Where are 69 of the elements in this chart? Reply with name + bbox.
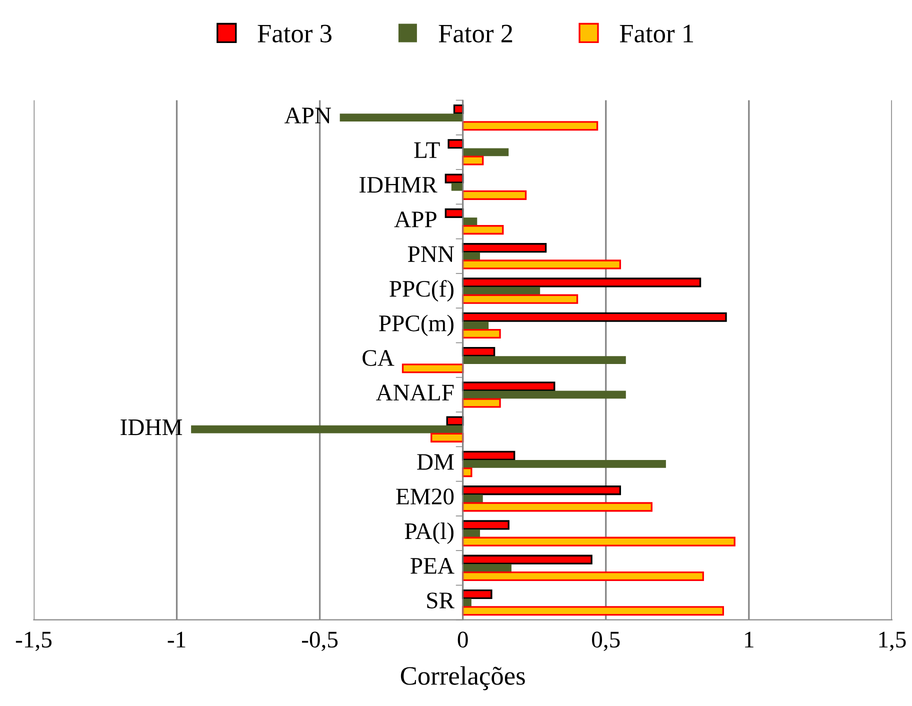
bar [462, 312, 727, 322]
bar [462, 225, 504, 235]
legend-label: Fator 1 [620, 24, 694, 42]
bar [462, 529, 480, 538]
bar [462, 286, 540, 295]
y-tick-label: EM20 [396, 488, 454, 505]
legend-label: Fator 3 [258, 24, 332, 42]
bar [451, 182, 463, 191]
bar [462, 321, 489, 330]
y-tick-label: DM [417, 454, 454, 470]
bar [462, 468, 472, 478]
y-tick-label: IDHM [120, 420, 182, 436]
bar [444, 208, 464, 218]
y-tick-label: APP [394, 212, 436, 228]
bar [462, 536, 736, 546]
y-tick-label: SR [427, 592, 454, 608]
legend-label: Fator 2 [438, 24, 512, 42]
bar [462, 148, 509, 156]
y-tick-label: CA [362, 350, 394, 366]
bar [462, 190, 527, 200]
y-tick-label: ANALF [376, 384, 454, 400]
bar [446, 416, 464, 426]
bar [462, 356, 626, 364]
bar [448, 139, 464, 149]
x-tick-label: 1,5 [879, 632, 906, 651]
bar [191, 425, 463, 434]
bar [462, 502, 652, 512]
bar [462, 121, 598, 131]
x-tick-label: 1 [745, 632, 754, 648]
bar [462, 243, 547, 253]
bar [462, 252, 480, 260]
bar [462, 260, 622, 270]
y-tick-label: PPC(f) [390, 280, 454, 302]
bar [462, 520, 510, 530]
bar [340, 114, 463, 122]
y-tick-label: IDHMR [359, 177, 438, 193]
bar [430, 432, 464, 442]
x-tick-label: -1 [168, 632, 186, 648]
bar [462, 450, 516, 460]
x-axis-title: Correlações [400, 666, 525, 690]
bar [462, 328, 501, 339]
x-tick-label: -1,5 [16, 632, 52, 651]
bar [462, 589, 492, 600]
bar [462, 460, 666, 468]
bar [462, 156, 484, 166]
y-tick-label: PPC(m) [379, 314, 454, 336]
x-tick-label: 0,5 [592, 632, 620, 651]
bar [462, 486, 622, 496]
bar [462, 564, 512, 572]
bar [462, 346, 496, 357]
y-tick-label: PEA [410, 558, 454, 574]
bar [462, 390, 626, 399]
bar [462, 218, 478, 226]
y-tick-label: PNN [408, 246, 454, 262]
bar [462, 494, 483, 503]
y-tick-label: PA(l) [404, 522, 454, 544]
y-tick-label: APN [284, 108, 331, 124]
bar [462, 554, 592, 564]
y-tick-label: LT [414, 142, 440, 158]
x-tick-label: -0,5 [302, 632, 338, 651]
bar [462, 571, 704, 582]
bar [462, 278, 702, 288]
bar [462, 294, 578, 304]
bar [462, 382, 556, 392]
bar [462, 398, 501, 408]
bar [402, 364, 464, 374]
x-tick-label: 0 [458, 632, 468, 648]
bar [444, 174, 464, 184]
bar [462, 606, 724, 616]
